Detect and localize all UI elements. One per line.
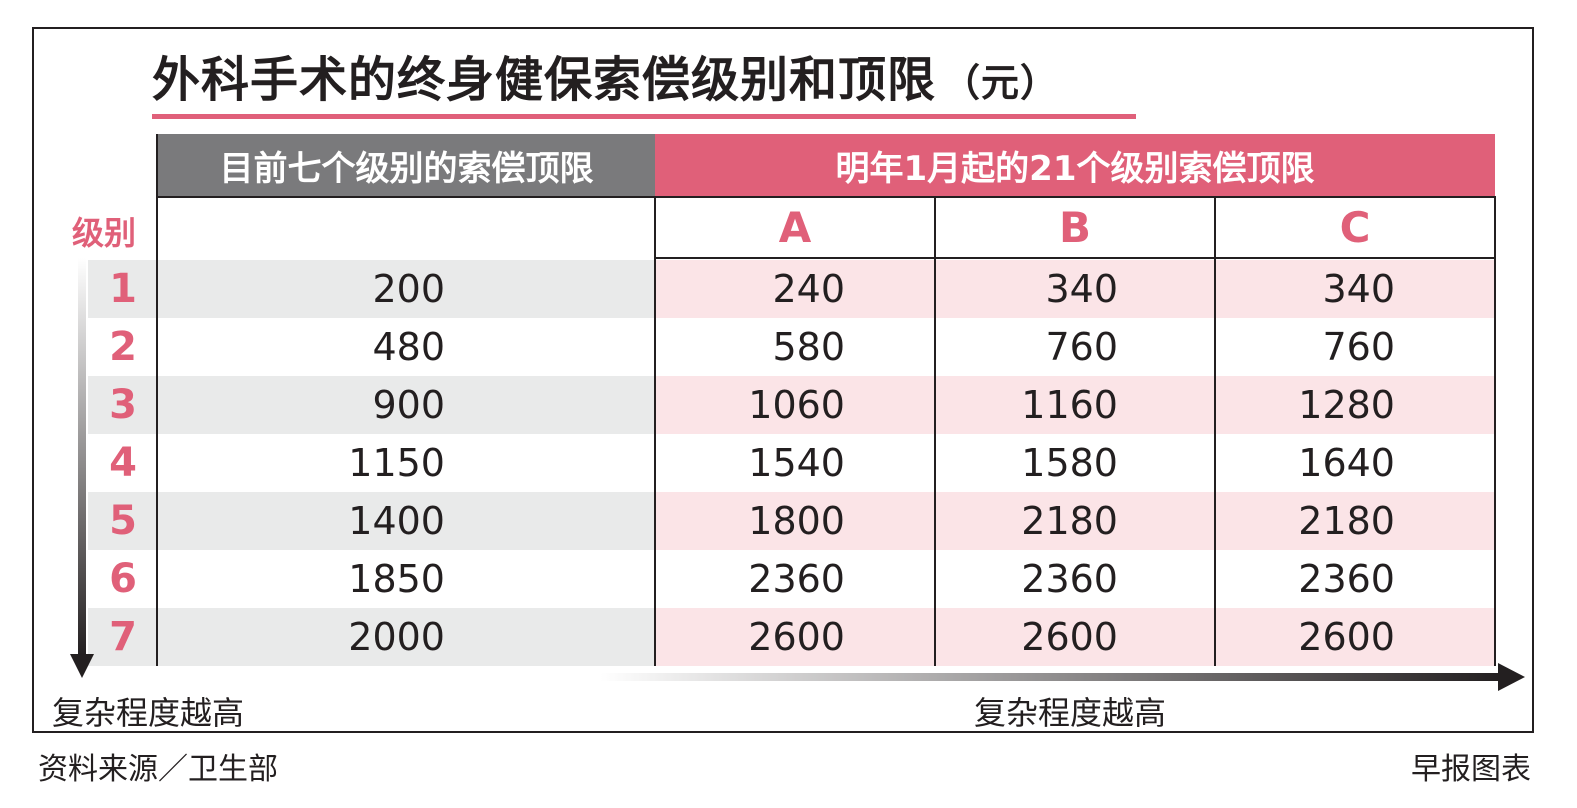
rule-below-subheader [655, 257, 1495, 259]
cell-b: 1160 [1021, 383, 1118, 427]
rule-left [156, 134, 158, 666]
level-label: 5 [109, 498, 137, 544]
table-row: 3 900 1060 1160 1280 [88, 376, 1495, 434]
cell-a: 2360 [748, 557, 845, 601]
cell-b: 2600 [1021, 615, 1118, 659]
table-row: 7 2000 2600 2600 2600 [88, 608, 1495, 666]
title-unit: （元） [942, 61, 1060, 105]
cell-b: 1580 [1021, 441, 1118, 485]
figure-frame [32, 27, 1534, 733]
chart-title: 外科手术的终身健保索偿级别和顶限 （元） [152, 50, 1059, 110]
table-row: 1 200 240 340 340 [88, 260, 1495, 318]
cell-c: 760 [1322, 325, 1395, 369]
complexity-label-left: 复杂程度越高 [52, 694, 245, 732]
row-shade-new [655, 260, 1495, 318]
level-label: 4 [109, 440, 137, 486]
table-row: 4 1150 1540 1580 1640 [88, 434, 1495, 492]
row-shade-current [88, 376, 655, 434]
level-label: 6 [109, 556, 137, 602]
cell-b: 340 [1045, 267, 1118, 311]
complexity-arrow-right-icon [600, 663, 1525, 691]
sub-header-a: A [778, 202, 812, 252]
cell-current: 200 [372, 267, 445, 311]
sub-header-row: A B C [158, 196, 1495, 258]
cell-a: 580 [772, 325, 845, 369]
table-row: 5 1400 1800 2180 2180 [88, 492, 1495, 550]
header-new-limits: 明年1月起的21个级别索偿顶限 [655, 134, 1495, 196]
complexity-label-right: 复杂程度越高 [974, 694, 1167, 732]
row-shade-current [88, 492, 655, 550]
row-shade-current [88, 260, 655, 318]
row-shade-new [655, 376, 1495, 434]
level-label: 2 [109, 324, 137, 370]
rule-current-new [654, 196, 656, 666]
cell-b: 760 [1045, 325, 1118, 369]
complexity-arrow-down-icon [70, 258, 94, 678]
rule-b-c [1214, 196, 1216, 666]
source-note: 资料来源／卫生部 [38, 752, 278, 787]
cell-c: 340 [1322, 267, 1395, 311]
cell-c: 1280 [1298, 383, 1395, 427]
title-text: 外科手术的终身健保索偿级别和顶限 [152, 52, 937, 108]
rule-right [1494, 196, 1496, 666]
cell-current: 1850 [348, 557, 445, 601]
level-label: 7 [109, 614, 137, 660]
cell-current: 480 [372, 325, 445, 369]
title-underline [152, 114, 1136, 119]
cell-c: 2180 [1298, 499, 1395, 543]
row-shade-current [88, 608, 655, 666]
cell-c: 2360 [1298, 557, 1395, 601]
table-row: 6 1850 2360 2360 2360 [88, 550, 1495, 608]
cell-a: 1800 [748, 499, 845, 543]
sub-header-b: B [1058, 202, 1091, 252]
cell-current: 900 [372, 383, 445, 427]
cell-a: 240 [772, 267, 845, 311]
row-shade-new [655, 608, 1495, 666]
level-label: 1 [109, 266, 137, 312]
cell-current: 1150 [348, 441, 445, 485]
cell-a: 2600 [748, 615, 845, 659]
level-label: 3 [109, 382, 137, 428]
cell-c: 1640 [1298, 441, 1395, 485]
sub-header-c: C [1339, 202, 1371, 252]
cell-b: 2360 [1021, 557, 1118, 601]
rule-a-b [934, 196, 936, 666]
cell-b: 2180 [1021, 499, 1118, 543]
cell-current: 1400 [348, 499, 445, 543]
credit-note: 早报图表 [1411, 752, 1531, 787]
rule-below-header [158, 196, 1495, 198]
table-row: 2 480 580 760 760 [88, 318, 1495, 376]
cell-a: 1060 [748, 383, 845, 427]
level-column-header: 级别 [72, 214, 137, 252]
cell-a: 1540 [748, 441, 845, 485]
header-current-limits: 目前七个级别的索偿顶限 [158, 134, 655, 196]
cell-c: 2600 [1298, 615, 1395, 659]
cell-current: 2000 [348, 615, 445, 659]
row-shade-new [655, 492, 1495, 550]
